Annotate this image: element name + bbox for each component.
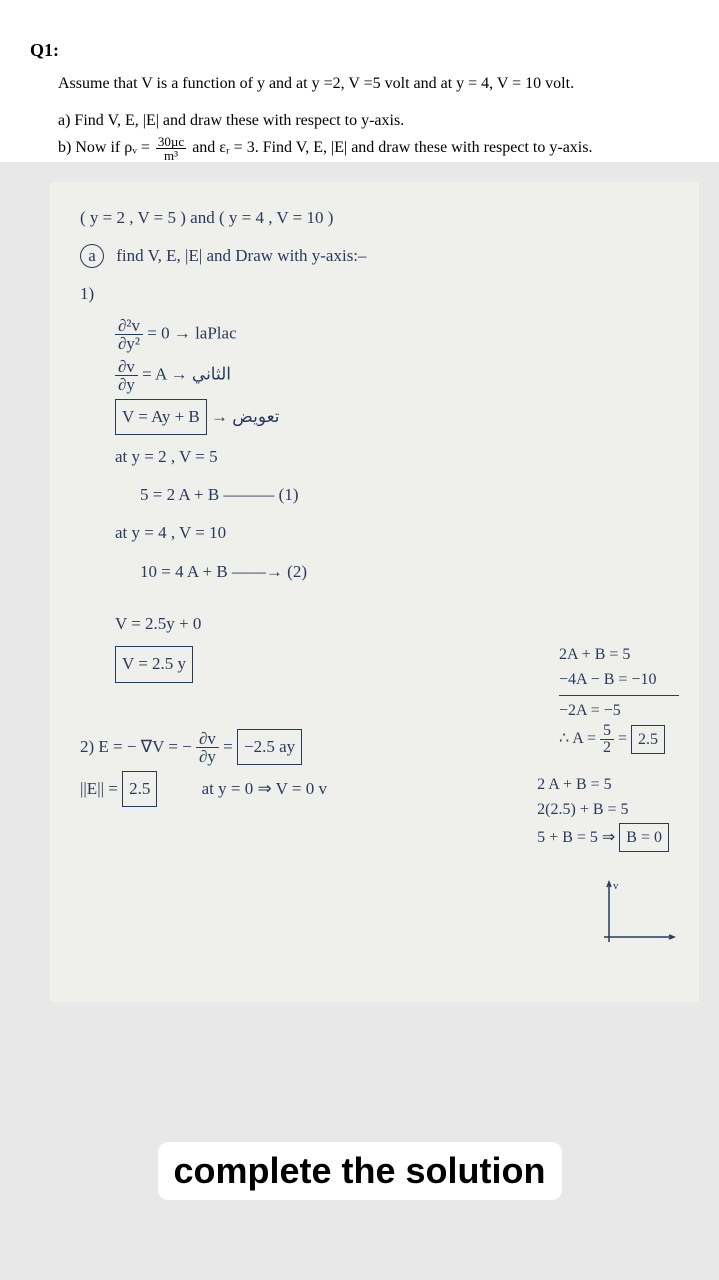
rule [559,695,679,696]
d: 2 [600,740,614,756]
dv-dy-fraction: ∂v ∂y [115,358,138,393]
e-post: = [223,737,237,756]
s4: ∴ A = 5 2 = 2.5 [559,723,679,756]
t3: 5 + B = 5 ⇒ B = 0 [537,823,669,853]
v-general: V = Ay + B → تعويض [115,399,679,435]
s3: −2A = −5 [559,698,679,724]
at-y4: at y = 4 , V = 10 [115,517,679,549]
fraction-numerator: 30µc [156,135,186,149]
a-box: 2.5 [631,725,665,755]
d2v-dy2-fraction: ∂²v ∂y² [115,317,143,352]
d: ∂y [196,748,219,765]
frac-d: ∂y [115,376,138,393]
laplace-line: ∂²v ∂y² = 0 → laPlac [115,317,679,352]
n: 5 [600,723,614,740]
s4-post: = [618,731,631,748]
side-calc-solve-a: 2A + B = 5 −4A − B = −10 −2A = −5 ∴ A = … [559,642,679,757]
spacer [80,594,679,608]
question-prompt: Assume that V is a function of y and at … [58,71,689,97]
s2: −4A − B = −10 [559,667,679,693]
axis-sketch-icon: v [589,877,679,947]
e-pre: E = − ∇V = − [98,737,196,756]
equation-1: 5 = 2 A + B ——— (1) [140,479,679,511]
find-line: find V, E, |E| and Draw with y-axis:– [116,246,366,265]
mag-pre: ||E|| = [80,779,122,798]
at-y2: at y = 2 , V = 5 [115,441,679,473]
equation-2: 10 = 4 A + B ——→ (2) [140,556,679,588]
handwritten-notes: ( y = 2 , V = 5 ) and ( y = 4 , V = 10 )… [50,182,699,1002]
question-parts: a) Find V, E, |E| and draw these with re… [58,107,689,162]
five-halves: 5 2 [600,723,614,756]
laplace-rhs: = 0 → laPlac [147,323,236,342]
v-result-line: V = 2.5y + 0 [115,608,679,640]
step-2-label: 2) [80,737,94,756]
svg-text:v: v [613,880,619,892]
rho-fraction: 30µc m³ [156,135,186,162]
fraction-denominator: m³ [156,149,186,162]
t3-pre: 5 + B = 5 ⇒ [537,829,615,846]
t1: 2 A + B = 5 [537,772,669,798]
part-b-post: and εᵣ = 3. Find V, E, |E| and draw thes… [192,139,592,156]
b-box: B = 0 [619,823,669,853]
caption-overlay: complete the solution [157,1142,561,1200]
step-1-label: 1) [80,278,679,310]
mag-note: at y = 0 ⇒ V = 0 v [202,779,327,798]
dv-dy-fraction-2: ∂v ∂y [196,730,219,765]
question-label: Q1: [30,40,689,61]
t2: 2(2.5) + B = 5 [537,797,669,823]
v-boxed: V = 2.5 y [115,646,193,682]
n: ∂v [196,730,219,748]
v-ayb-note: → تعويض [211,407,280,426]
side-calc-solve-b: 2 A + B = 5 2(2.5) + B = 5 5 + B = 5 ⇒ B… [537,772,669,853]
part-a: a) Find V, E, |E| and draw these with re… [58,107,689,134]
part-a-header: a find V, E, |E| and Draw with y-axis:– [80,240,679,272]
mag-box: 2.5 [122,771,157,807]
frac-d: ∂y² [115,335,143,352]
v-ayb-box: V = Ay + B [115,399,207,435]
frac-n: ∂²v [115,317,143,335]
s4-pre: ∴ A = [559,731,600,748]
dv-rhs: = A → الثاني [142,364,231,383]
circle-a-icon: a [80,244,104,268]
frac-n: ∂v [115,358,138,376]
printed-question-page: Q1: Assume that V is a function of y and… [0,0,719,162]
given-points: ( y = 2 , V = 5 ) and ( y = 4 , V = 10 ) [80,202,679,234]
s1: 2A + B = 5 [559,642,679,668]
dv-dy-line: ∂v ∂y = A → الثاني [115,358,679,393]
part-b-pre: b) Now if ρᵥ = [58,139,154,156]
part-b: b) Now if ρᵥ = 30µc m³ and εᵣ = 3. Find … [58,134,689,162]
e-result-box: −2.5 ay [237,729,302,765]
